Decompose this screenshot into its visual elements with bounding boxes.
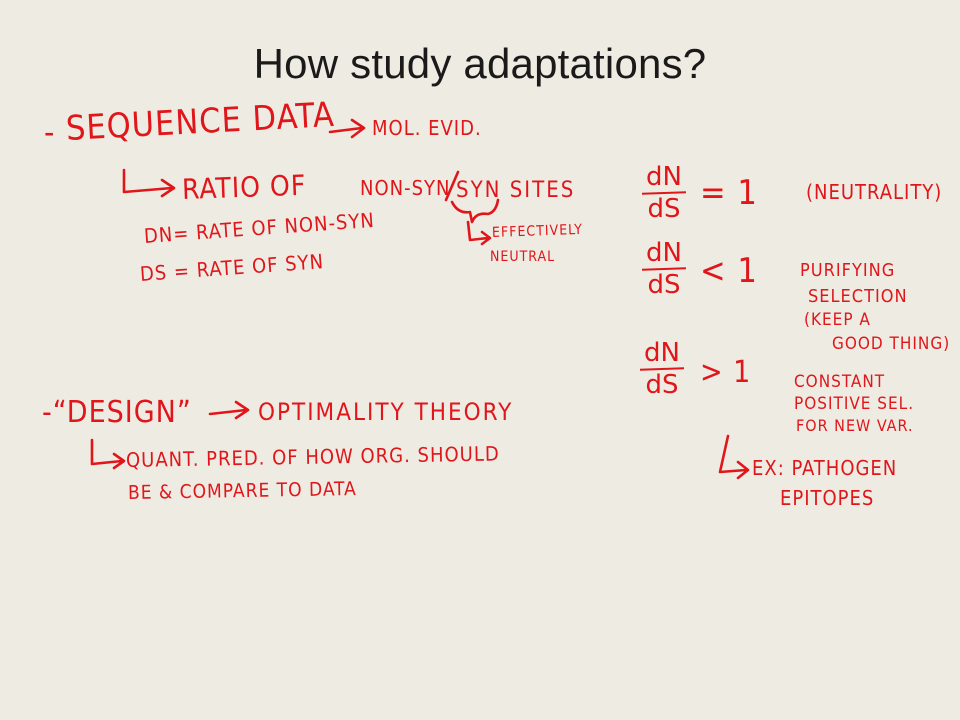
effectively-label: Effectively [491,221,584,241]
hook-arrow-icon [466,220,492,246]
epitopes-label: Epitopes [780,486,875,510]
ratio-fraction-eq: dN dS [641,162,687,224]
brace-icon [450,198,500,224]
fraction-denominator: dS [647,194,681,224]
fraction-numerator: dN [644,338,680,368]
greater-than-one: > 1 [700,355,752,390]
fraction-denominator: dS [645,370,679,400]
syn-sites-label: Syn sites [456,178,576,203]
less-than-one: < 1 [700,251,758,291]
positive-sel-label: Positive Sel. [794,394,915,414]
neutrality-label: (Neutrality) [806,180,943,204]
optimality-theory-label: Optimality Theory [258,398,514,426]
fraction-numerator: dN [646,238,682,268]
constant-label: Constant [794,372,886,392]
good-thing-label: Good thing) [832,334,951,354]
compare-data-label: Be & Compare to Data [127,478,357,504]
ds-definition: dS = Rate of Syn [139,249,325,286]
ratio-fraction-gt: dN dS [639,338,685,400]
ratio-fraction-lt: dN dS [641,238,687,300]
slide-title: How study adaptations? [253,40,707,87]
equals-one: = 1 [700,173,758,213]
non-syn-label: Non-Syn [360,176,451,200]
ratio-label: Ratio of [181,168,307,206]
selection-label: Selection [808,286,908,307]
dn-definition: dN= Rate of Non-Syn [143,207,376,248]
neutral-label: Neutral [490,249,556,265]
purifying-label: Purifying [800,260,896,281]
sequence-dash: - [44,113,56,151]
design-label: -“Design” [42,395,192,430]
sequence-data-label: Sequence Data [64,94,336,149]
hook-arrow-icon [122,168,176,198]
hook-arrow-icon [718,434,750,480]
keep-a-label: (Keep a [804,310,871,330]
mol-evid-label: Mol. Evid. [372,116,482,140]
ex-pathogen-label: Ex: Pathogen [752,456,898,480]
fraction-denominator: dS [647,270,681,300]
quant-pred-label: Quant. Pred. of how Org. should [125,441,500,472]
hook-arrow-icon [90,438,126,470]
arrow-icon [208,400,250,420]
for-new-var-label: For new var. [796,416,914,435]
fraction-numerator: dN [646,162,682,192]
